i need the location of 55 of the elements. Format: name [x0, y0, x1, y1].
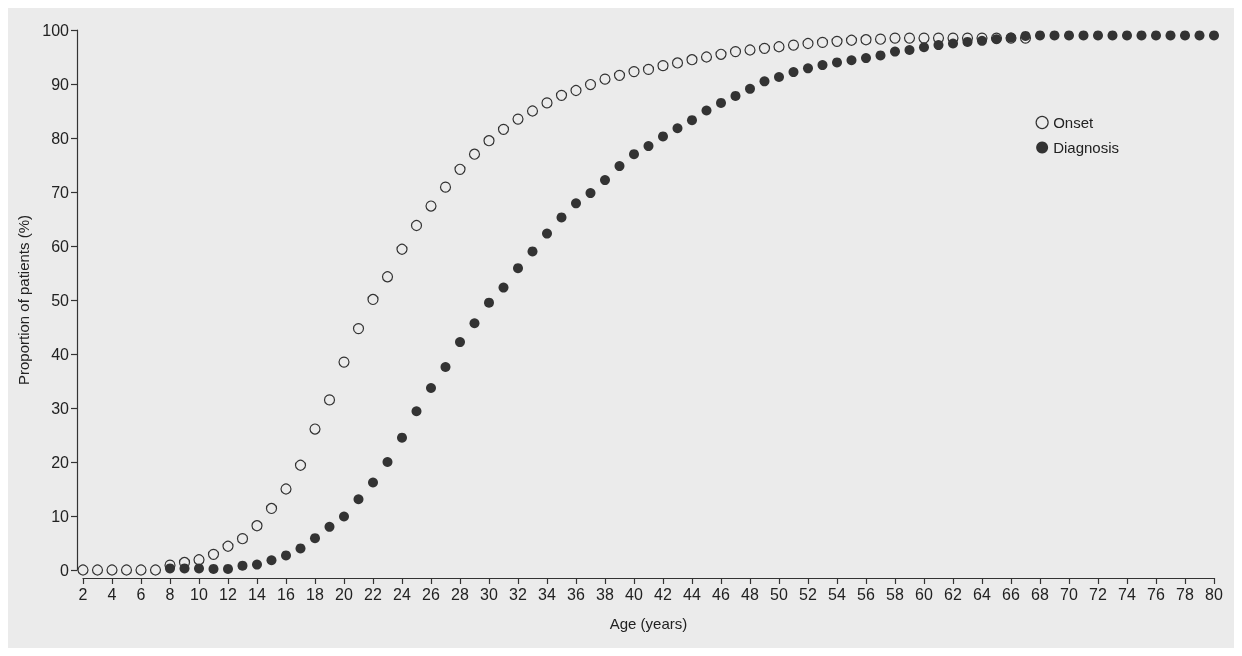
y-tick-label: 80 — [51, 129, 70, 147]
x-tick-label: 28 — [451, 585, 469, 603]
y-tick-label: 0 — [60, 561, 70, 579]
x-tick-label: 48 — [741, 585, 759, 603]
x-tick-label: 50 — [770, 585, 788, 603]
x-tick-label: 58 — [886, 585, 904, 603]
x-tick-label: 66 — [1002, 585, 1020, 603]
y-tick-label: 70 — [51, 183, 70, 201]
y-tick-label: 90 — [51, 75, 70, 93]
x-tick-label: 54 — [828, 585, 846, 603]
x-tick-label: 6 — [136, 585, 146, 603]
x-tick-label: 18 — [306, 585, 324, 603]
x-tick-label: 60 — [915, 585, 933, 603]
y-tick-label: 10 — [51, 507, 70, 525]
x-tick-label: 72 — [1089, 585, 1107, 603]
x-tick-label: 34 — [538, 585, 556, 603]
x-tick-label: 36 — [567, 585, 585, 603]
x-tick-label: 64 — [973, 585, 991, 603]
x-tick-label: 38 — [596, 585, 614, 603]
x-tick-label: 68 — [1031, 585, 1049, 603]
y-tick-label: 30 — [51, 399, 70, 417]
x-tick-label: 26 — [422, 585, 440, 603]
y-tick-label: 40 — [51, 345, 70, 363]
x-tick-label: 42 — [654, 585, 672, 603]
x-tick-label: 80 — [1205, 585, 1223, 603]
legend-label: Diagnosis — [1053, 139, 1120, 156]
x-tick-label: 56 — [857, 585, 875, 603]
x-tick-label: 14 — [248, 585, 266, 603]
x-tick-label: 12 — [219, 585, 237, 603]
x-tick-label: 52 — [799, 585, 817, 603]
y-tick-label: 60 — [51, 237, 70, 255]
legend-label: Onset — [1053, 114, 1094, 131]
x-tick-label: 20 — [335, 585, 353, 603]
x-tick-label: 24 — [393, 585, 411, 603]
x-tick-label: 32 — [509, 585, 527, 603]
x-tick-label: 76 — [1147, 585, 1165, 603]
x-tick-label: 74 — [1118, 585, 1136, 603]
x-tick-label: 8 — [165, 585, 175, 603]
x-tick-label: 30 — [480, 585, 498, 603]
x-tick-label: 40 — [625, 585, 643, 603]
x-tick-label: 62 — [944, 585, 962, 603]
x-tick-label: 44 — [683, 585, 701, 603]
y-tick-label: 100 — [42, 21, 70, 39]
y-axis-title: Proportion of patients (%) — [15, 214, 32, 386]
y-tick-label: 20 — [51, 453, 70, 471]
x-tick-label: 70 — [1060, 585, 1078, 603]
y-tick-label: 50 — [51, 291, 70, 309]
x-tick-label: 10 — [190, 585, 208, 603]
x-axis-title: Age (years) — [609, 615, 688, 632]
x-tick-label: 46 — [712, 585, 730, 603]
x-tick-label: 4 — [107, 585, 117, 603]
x-tick-label: 2 — [78, 585, 88, 603]
x-tick-label: 78 — [1176, 585, 1194, 603]
x-tick-label: 16 — [277, 585, 295, 603]
x-tick-label: 22 — [364, 585, 382, 603]
